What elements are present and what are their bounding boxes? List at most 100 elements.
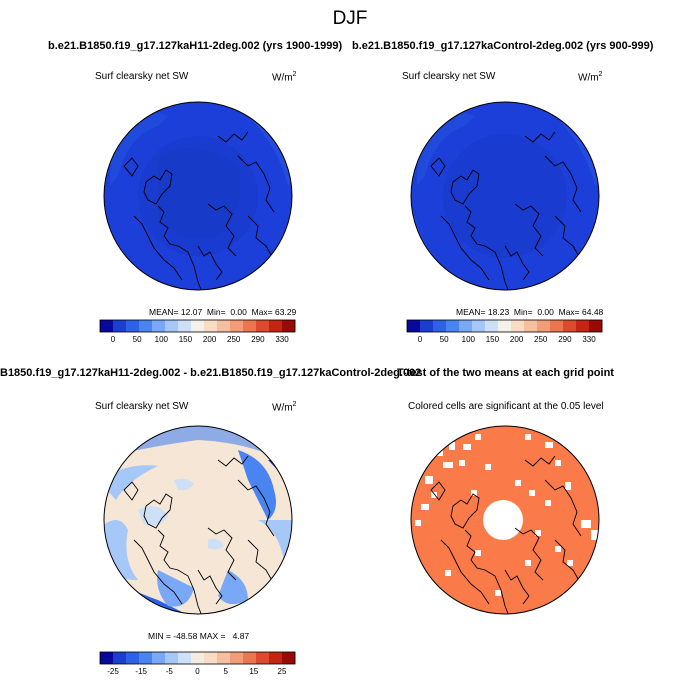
colorbar-tick-label: 200 — [202, 335, 217, 344]
p3-variable-label: Surf clearsky net SW — [95, 401, 189, 412]
colorbar-swatch — [230, 320, 244, 332]
colorbar-border — [99, 319, 296, 333]
p4-polar-map — [410, 425, 600, 615]
colorbar-swatch — [282, 320, 296, 332]
p2-polar-map — [410, 101, 600, 291]
colorbar-swatch — [269, 652, 283, 664]
colorbar-tick-label: 330 — [582, 335, 596, 344]
colorbar-swatch — [537, 320, 551, 332]
colorbar-border — [406, 319, 603, 333]
colorbar-swatch — [511, 320, 525, 332]
p1-polar-map — [103, 101, 293, 291]
colorbar-swatch — [152, 652, 166, 664]
colorbar-swatch — [126, 320, 140, 332]
colorbar-swatch — [420, 320, 434, 332]
colorbar-swatch — [100, 320, 114, 332]
colorbar-swatch — [217, 652, 231, 664]
colorbar-swatch — [256, 320, 270, 332]
colorbar-swatch — [217, 320, 231, 332]
p2-stats: MEAN= 18.23 Min= 0.00 Max= 64.48 — [456, 307, 604, 317]
colorbar-swatch — [446, 320, 460, 332]
p1-colorbar-ticks: 0 50 100 150 200 250 290 330 — [100, 335, 295, 347]
colorbar-tick-label: 200 — [509, 335, 524, 344]
p4-map-border — [410, 425, 600, 615]
colorbar-swatch — [269, 320, 283, 332]
p1-units: W/m2 — [272, 71, 297, 84]
colorbar-swatch — [459, 320, 473, 332]
colorbar-swatch — [589, 320, 603, 332]
colorbar-swatch — [472, 320, 486, 332]
p3-map-border — [103, 425, 293, 615]
colorbar-swatch — [550, 320, 564, 332]
p2-variable-label: Surf clearsky net SW — [402, 71, 496, 82]
p3-colorbar — [99, 651, 296, 665]
colorbar-tick-label: -25 — [107, 667, 119, 676]
colorbar-border — [99, 651, 296, 665]
colorbar-swatch — [139, 320, 153, 332]
colorbar-swatch — [191, 320, 205, 332]
colorbar-swatch — [100, 652, 114, 664]
colorbar-tick-label: 50 — [439, 335, 449, 344]
colorbar-swatch — [498, 320, 512, 332]
ttest-title: T-test of the two means at each grid poi… — [397, 367, 614, 379]
colorbar-tick-label: -5 — [165, 667, 173, 676]
p2-units: W/m2 — [578, 71, 603, 84]
colorbar-swatch — [563, 320, 577, 332]
colorbar-tick-label: 150 — [485, 335, 500, 344]
p3-colorbar-ticks: -25 -15 -5 0 5 15 25 — [100, 667, 295, 679]
colorbar-tick-label: 330 — [275, 335, 289, 344]
colorbar-swatch — [204, 652, 218, 664]
colorbar-tick-label: 250 — [534, 335, 548, 344]
colorbar-tick-label: 50 — [132, 335, 142, 344]
colorbar-swatch — [139, 652, 153, 664]
colorbar-swatch — [113, 652, 127, 664]
colorbar-swatch — [204, 320, 218, 332]
colorbar-tick-label: 15 — [249, 667, 259, 676]
colorbar-swatch — [485, 320, 499, 332]
p3-units: W/m2 — [272, 401, 297, 414]
colorbar-tick-label: 0 — [195, 667, 200, 676]
colorbar-tick-label: -15 — [135, 667, 147, 676]
colorbar-tick-label: 250 — [227, 335, 241, 344]
colorbar-tick-label: 290 — [558, 335, 572, 344]
colorbar-swatch — [152, 320, 166, 332]
colorbar-swatch — [230, 652, 244, 664]
colorbar-tick-label: 5 — [223, 667, 228, 676]
colorbar-swatch — [178, 652, 192, 664]
colorbar-swatch — [282, 652, 296, 664]
diff-title: B1850.f19_g17.127kaH11-2deg.002 - b.e21.… — [0, 367, 422, 379]
figure-title: DJF — [332, 8, 368, 29]
p1-variable-label: Surf clearsky net SW — [95, 71, 189, 82]
colorbar-swatch — [256, 652, 270, 664]
colorbar-tick-label: 290 — [251, 335, 265, 344]
colorbar-swatch — [165, 320, 179, 332]
colorbar-tick-label: 150 — [178, 335, 193, 344]
case1-title: b.e21.B1850.f19_g17.127kaH11-2deg.002 (y… — [48, 40, 343, 52]
colorbar-swatch — [191, 652, 205, 664]
colorbar-tick-label: 100 — [154, 335, 168, 344]
colorbar-tick-label: 25 — [277, 667, 287, 676]
p1-map-border — [103, 101, 293, 291]
colorbar-swatch — [433, 320, 447, 332]
p4-variable-label: Colored cells are significant at the 0.0… — [408, 401, 604, 412]
colorbar-swatch — [243, 652, 257, 664]
colorbar-swatch — [407, 320, 421, 332]
colorbar-tick-label: 0 — [417, 335, 423, 344]
colorbar-tick-label: 100 — [461, 335, 475, 344]
colorbar-swatch — [524, 320, 538, 332]
colorbar-swatch — [178, 320, 192, 332]
colorbar-swatch — [113, 320, 127, 332]
colorbar-swatch — [243, 320, 257, 332]
p2-map-border — [410, 101, 600, 291]
colorbar-swatch — [165, 652, 179, 664]
p1-stats: MEAN= 12.07 Min= 0.00 Max= 63.29 — [149, 307, 297, 317]
p1-coastlines — [123, 131, 283, 290]
colorbar-swatch — [126, 652, 140, 664]
p2-colorbar-ticks: 0 50 100 150 200 250 290 330 — [407, 335, 602, 347]
colorbar-tick-label: 0 — [110, 335, 116, 344]
p2-colorbar — [406, 319, 603, 333]
p3-stats: MIN = -48.58 MAX = 4.87 — [148, 631, 250, 641]
colorbar-swatch — [576, 320, 590, 332]
p3-polar-map — [103, 425, 293, 615]
p1-colorbar — [99, 319, 296, 333]
